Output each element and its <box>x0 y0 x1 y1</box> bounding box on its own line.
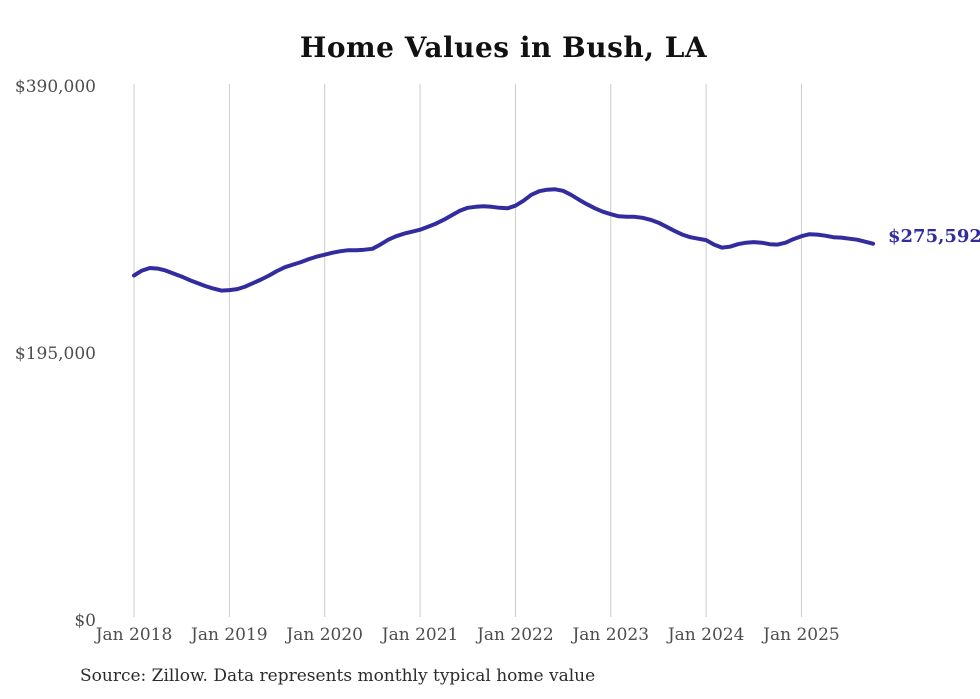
x-tick-label: Jan 2023 <box>572 625 650 645</box>
x-tick-label: Jan 2022 <box>477 625 554 645</box>
latest-value-label: $275,592 <box>888 225 980 247</box>
x-tick-label: Jan 2025 <box>763 625 840 645</box>
x-tick-label: Jan 2020 <box>286 625 363 645</box>
x-tick-label: Jan 2021 <box>381 625 459 645</box>
x-tick-label: Jan 2019 <box>191 625 268 645</box>
y-tick-label: $195,000 <box>14 344 96 364</box>
y-tick-label: $390,000 <box>14 77 96 97</box>
chart-title: Home Values in Bush, LA <box>299 31 708 64</box>
x-tick-label: Jan 2024 <box>667 625 745 645</box>
home-value-line <box>132 187 875 293</box>
y-tick-label: $0 <box>74 611 96 631</box>
source-note: Source: Zillow. Data represents monthly … <box>80 666 596 686</box>
x-tick-label: Jan 2018 <box>95 625 173 645</box>
